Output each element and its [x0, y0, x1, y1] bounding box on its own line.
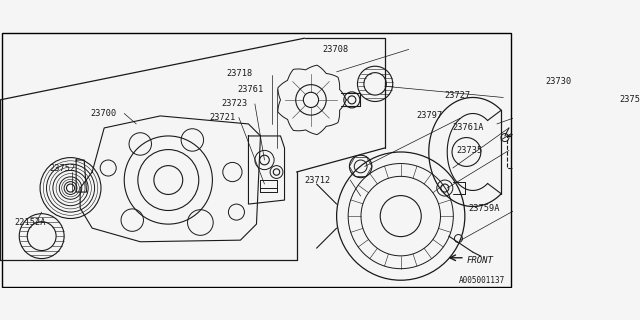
- Text: 23752: 23752: [50, 164, 76, 172]
- Text: 23797: 23797: [417, 111, 443, 120]
- Text: 23712: 23712: [305, 176, 331, 185]
- Text: 23723: 23723: [221, 100, 248, 108]
- Text: 23718: 23718: [227, 69, 253, 78]
- Text: FRONT: FRONT: [467, 256, 493, 265]
- Text: 23735: 23735: [457, 146, 483, 155]
- Text: 23761: 23761: [237, 85, 264, 94]
- Text: 23721: 23721: [209, 113, 236, 122]
- Circle shape: [67, 184, 74, 192]
- Text: 23727: 23727: [445, 92, 471, 100]
- Text: 23759: 23759: [620, 95, 640, 104]
- Text: A005001137: A005001137: [459, 276, 505, 285]
- Text: 23708: 23708: [322, 45, 348, 54]
- Text: 23761A: 23761A: [453, 124, 484, 132]
- Text: 22152A: 22152A: [15, 218, 46, 227]
- Text: 23730: 23730: [545, 77, 572, 86]
- Text: 23759A: 23759A: [469, 204, 500, 212]
- Text: 23700: 23700: [91, 109, 117, 118]
